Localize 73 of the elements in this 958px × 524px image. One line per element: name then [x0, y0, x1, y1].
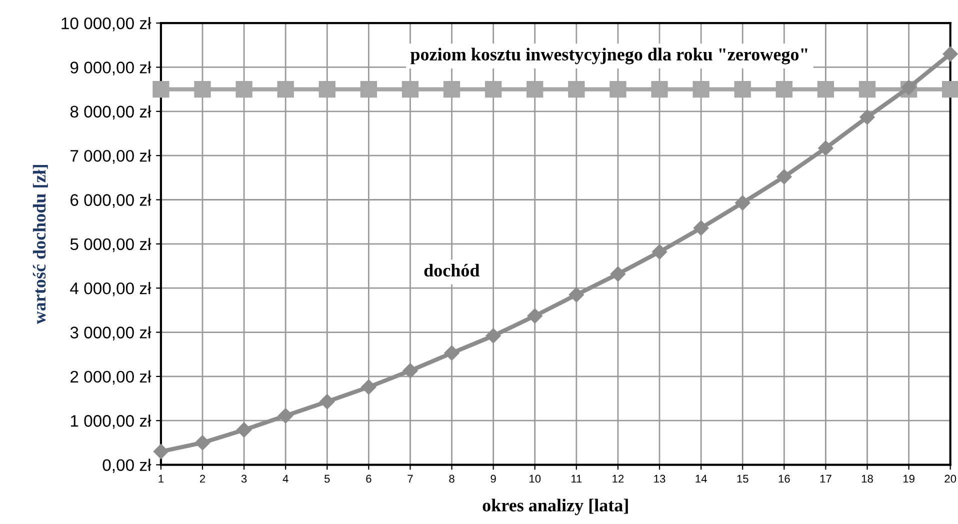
point: [527, 308, 542, 324]
x-tick-label: 6: [366, 474, 372, 483]
point: [443, 80, 460, 98]
x-tick-label: 15: [737, 474, 748, 483]
point: [817, 80, 834, 98]
x-tick-label: 14: [696, 474, 707, 483]
y-axis-title: wartość dochodu [zł]: [32, 165, 48, 324]
x-tick-label: 4: [282, 474, 288, 483]
y-tick-label: 4 000,00 zł: [70, 282, 152, 296]
x-tick-label: 10: [530, 474, 541, 483]
point: [486, 328, 501, 344]
point: [484, 80, 502, 98]
point: [942, 46, 958, 62]
x-tick-label: 7: [408, 474, 413, 483]
point: [693, 220, 709, 236]
x-tick-label: 17: [820, 474, 832, 483]
y-tick-label: 6 000,00 zł: [70, 194, 152, 208]
x-axis-title: okres analizy [lata]: [482, 498, 628, 516]
point: [776, 169, 792, 184]
point: [652, 244, 668, 260]
x-tick-label: 5: [324, 474, 330, 483]
point: [402, 363, 418, 378]
y-tick-label: 8 000,00 zł: [70, 105, 152, 120]
point: [860, 110, 875, 125]
x-tick-label: 20: [944, 474, 956, 483]
x-tick-label: 9: [490, 474, 496, 483]
point: [320, 394, 335, 410]
point: [318, 80, 336, 98]
y-tick-label: 10 000,00 zł: [62, 17, 152, 32]
point: [278, 408, 294, 424]
y-tick-label: 3 000,00 zł: [70, 326, 152, 340]
point: [735, 195, 750, 210]
point: [568, 287, 584, 302]
x-tick-label: 11: [571, 474, 582, 483]
point: [236, 80, 252, 98]
y-tick-label: 0,00 zł: [102, 458, 152, 473]
text: dochód: [424, 264, 480, 277]
point: [692, 80, 710, 98]
point: [568, 80, 585, 98]
x-tick-label: 2: [200, 474, 206, 483]
point: [152, 80, 170, 98]
point: [734, 80, 751, 98]
x-tick-label: 1: [158, 474, 164, 483]
point: [610, 266, 626, 282]
point: [818, 140, 834, 156]
y-tick-label: 7 000,00 zł: [70, 150, 152, 164]
x-tick-label: 3: [241, 474, 247, 483]
point: [942, 80, 958, 98]
x-tick-label: 13: [654, 474, 666, 483]
point: [194, 435, 210, 450]
point: [194, 80, 211, 98]
point: [402, 80, 419, 98]
y-tick-label: 2 000,00 zł: [70, 370, 152, 385]
x-tick-label: 16: [778, 474, 790, 483]
y-tick-label: 5 000,00 zł: [70, 238, 152, 252]
point: [236, 422, 252, 438]
x-tick-label: 12: [612, 474, 624, 483]
point: [360, 80, 378, 98]
point: [858, 80, 876, 98]
x-tick-label: 8: [449, 474, 454, 483]
point: [776, 80, 792, 98]
point: [444, 345, 460, 361]
y-tick-label: 1 000,00 zł: [70, 414, 152, 429]
x-tick-label: 18: [862, 474, 873, 483]
point: [526, 80, 544, 98]
series-label: poziom kosztu inwestycyjnego dla roku "zerowego": [410, 48, 808, 64]
x-tick-label: 19: [903, 474, 914, 483]
point: [610, 80, 626, 98]
point: [651, 80, 668, 98]
point: [361, 379, 376, 395]
point: [153, 444, 169, 460]
point: [277, 80, 294, 98]
y-tick-label: 9 000,00 zł: [70, 61, 152, 76]
